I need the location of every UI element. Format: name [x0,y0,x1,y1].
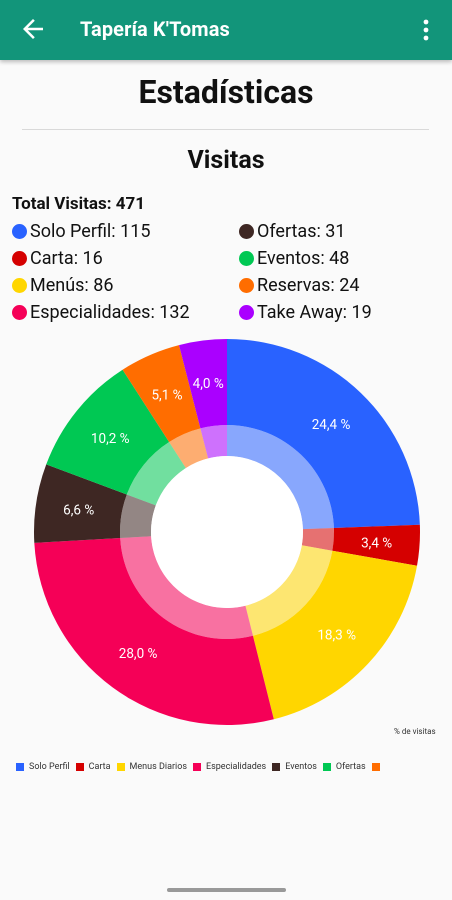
legend-item [371,763,385,771]
legend-item: Menus Diarios [116,762,187,772]
stat-label: Carta: 16 [30,248,103,269]
legend-label: Menus Diarios [129,762,187,772]
pie-slice-ofertas[interactable] [46,369,170,495]
stat-label: Ofertas: 31 [257,221,346,242]
legend-label: Especialidades [205,762,267,772]
status-dot-icon [12,305,27,320]
pie-slice-inner-ring [227,425,334,530]
pie-slice-label: 6,6 % [63,502,94,518]
stat-label: Menús: 86 [30,275,114,296]
legend-swatch [322,763,331,771]
legend-label: Carta [88,762,111,772]
stat-eventos: Eventos: 48 [239,248,349,269]
status-dot-icon [239,278,254,293]
back-arrow-icon[interactable] [18,14,48,44]
legend-swatch [116,763,125,771]
stat-menus: Menús: 86 [12,275,113,296]
status-dot-icon [239,224,254,239]
legend-item: Especialidades [192,762,267,772]
section-title: Visitas [187,146,265,175]
stat-reservas: Reservas: 24 [239,275,359,296]
pie-slice-eventos[interactable] [34,464,127,543]
pie-slice-take-away[interactable] [179,339,227,429]
stat-ofertas: Ofertas: 31 [239,221,346,242]
pie-slice-label: 4,0 % [193,376,224,392]
status-dot-icon [239,305,254,320]
legend-label: Solo Perfil [29,762,70,772]
pie-slice-solo-perfil[interactable] [227,339,420,528]
stat-especialidades: Especialidades: 132 [12,302,190,323]
legend-item: Solo Perfil [16,762,70,772]
stat-label: Eventos: 48 [257,248,350,269]
more-vert-icon[interactable] [414,15,438,45]
status-dot-icon [239,251,254,266]
legend-label: Eventos [285,762,317,772]
legend-swatch [371,763,380,771]
app-bar: Tapería K'Tomas [0,0,452,60]
pie-slice-especialidades[interactable] [34,538,274,725]
pie-slice-carta[interactable] [332,524,420,566]
pie-slice-label: 5,1 % [151,388,182,404]
pie-slice-label: 3,4 % [361,535,392,551]
pie-slice-inner-ring [245,545,333,636]
pie-slice-menus-diarios[interactable] [252,550,418,720]
pie-slice-reservas[interactable] [122,345,201,443]
status-dot-icon [12,251,27,266]
stat-label: Solo Perfil: 115 [30,221,151,242]
stat-take-away: Take Away: 19 [239,302,372,323]
stat-label: Take Away: 19 [257,302,372,323]
chart-unit-note: % de visitas [394,727,436,736]
legend-item: Carta [75,762,111,772]
legend-label: Ofertas [335,762,366,772]
status-dot-icon [12,224,27,239]
status-dot-icon [12,278,27,293]
legend-swatch [75,763,84,771]
chart-legend: Solo Perfil Carta Menus Diarios Especialida… [16,760,391,774]
legend-item: Eventos [272,762,317,772]
stat-label: Reservas: 24 [257,275,360,296]
home-indicator[interactable] [167,888,286,892]
page-title: Estadísticas [138,73,314,111]
pie-slice-inner-ring [120,536,253,639]
pie-slice-label: 24,4 % [312,417,351,433]
legend-swatch [16,763,24,771]
legend-swatch [272,763,281,771]
legend-item: Ofertas [322,762,366,772]
donut-hole [151,456,303,608]
donut-svg[interactable]: 24,4 % 3,4 % 18,3 % 28,0 % 6,6 % 10,2 % 5,1 % 4… [0,330,452,750]
pie-slice-label: 18,3 % [317,627,356,643]
app-title: Tapería K'Tomas [80,17,230,41]
total-visits: Total Visitas: 471 [12,194,145,214]
pie-slice-label: 28,0 % [119,646,158,662]
pie-slice-label: 10,2 % [91,431,130,447]
pie-slice-inner-ring [119,494,156,539]
divider [22,129,429,130]
pie-slice-inner-ring [126,442,186,506]
stat-carta: Carta: 16 [12,248,103,269]
stat-solo-perfil: Solo Perfil: 115 [12,221,150,242]
visits-donut-chart[interactable]: 24,4 % 3,4 % 18,3 % 28,0 % 6,6 % 10,2 % 5,1 % 4… [0,330,452,750]
legend-swatch [192,763,201,771]
pie-slice-inner-ring [169,428,209,469]
pie-slice-inner-ring [200,425,227,459]
pie-slice-inner-ring [301,527,334,551]
stat-label: Especialidades: 132 [30,302,190,323]
